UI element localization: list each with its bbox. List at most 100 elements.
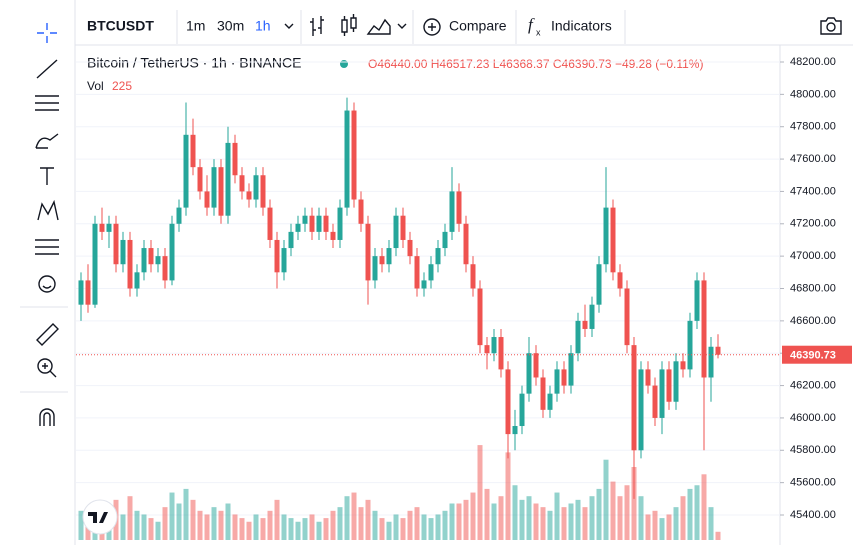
indicators-icon[interactable]: f xyxy=(528,15,535,34)
volume-bar xyxy=(645,514,651,540)
zoom-tool[interactable] xyxy=(37,358,53,374)
y-tick-label: 47800.00 xyxy=(790,121,836,133)
snapshot-icon[interactable] xyxy=(826,22,836,32)
volume-bar xyxy=(659,518,665,540)
candle-body xyxy=(701,280,707,378)
volume-bar xyxy=(358,507,364,540)
magnet-tool[interactable] xyxy=(39,408,55,426)
indicators-button[interactable]: Indicators xyxy=(551,18,612,34)
candle-body xyxy=(295,223,301,232)
ruler-tool[interactable] xyxy=(36,323,59,346)
volume-bar xyxy=(337,507,343,540)
volume-bar xyxy=(554,492,560,540)
candle-body xyxy=(379,256,385,265)
candle-body xyxy=(78,280,84,305)
compare-icon[interactable] xyxy=(428,23,436,31)
compare-button[interactable]: Compare xyxy=(449,18,507,34)
volume-bar xyxy=(652,510,658,540)
interval[interactable]: 1m xyxy=(186,18,205,34)
emoji-tool[interactable] xyxy=(42,285,52,289)
volume-bar xyxy=(365,499,371,540)
volume-bar xyxy=(435,514,441,540)
volume-bar xyxy=(666,514,672,540)
y-tick-label: 47200.00 xyxy=(790,218,836,230)
indicators-icon[interactable]: x xyxy=(536,27,541,37)
volume-title: Vol xyxy=(87,79,104,93)
candle-body xyxy=(218,167,224,216)
snapshot-icon[interactable] xyxy=(820,17,842,35)
candle-body xyxy=(372,256,378,281)
volume-bar xyxy=(673,507,679,540)
interval[interactable]: 30m xyxy=(217,18,244,34)
candle-body xyxy=(484,345,490,354)
candle-body xyxy=(631,345,637,451)
volume-value: 225 xyxy=(112,79,132,93)
candles-icon[interactable] xyxy=(341,14,357,36)
area-icon[interactable] xyxy=(366,18,391,35)
y-tick-label: 45600.00 xyxy=(790,477,836,489)
volume-bar xyxy=(631,467,637,540)
brush-tool[interactable] xyxy=(35,133,59,149)
crosshair-tool[interactable] xyxy=(37,23,57,43)
volume-bar xyxy=(638,496,644,540)
volume-bar xyxy=(428,518,434,540)
candle-body xyxy=(183,134,189,208)
symbol[interactable]: BTCUSDT xyxy=(87,18,154,34)
y-tick-label: 47600.00 xyxy=(790,153,836,165)
pattern-tool[interactable] xyxy=(37,199,59,221)
compare-icon[interactable] xyxy=(423,18,441,36)
volume-bar xyxy=(197,510,203,540)
candle-body xyxy=(610,207,616,273)
plot xyxy=(76,61,780,540)
volume-bar xyxy=(540,507,546,540)
candle-body xyxy=(239,175,245,192)
interval-active[interactable]: 1h xyxy=(255,18,271,34)
volume-bar xyxy=(421,514,427,540)
candle-body xyxy=(561,369,567,386)
volume-bar xyxy=(141,514,147,540)
volume-bar xyxy=(547,510,553,540)
volume-bar xyxy=(372,510,378,540)
volume-bar xyxy=(309,514,315,540)
candle-body xyxy=(127,239,133,289)
y-tick-label: 45800.00 xyxy=(790,444,836,456)
chart-title: Bitcoin / TetherUS · 1h · BINANCE xyxy=(87,55,301,71)
fib-tool[interactable] xyxy=(35,95,59,111)
trendline-tool[interactable] xyxy=(36,59,58,79)
volume-bar xyxy=(134,510,140,540)
candle-body xyxy=(148,248,154,265)
candle-body xyxy=(680,361,686,370)
candle-body xyxy=(316,215,322,232)
candle-body xyxy=(351,110,357,200)
dropdown-icon[interactable] xyxy=(397,23,407,29)
candle-body xyxy=(393,215,399,249)
volume-bar xyxy=(694,485,700,540)
candle-body xyxy=(624,288,630,346)
volume-bar xyxy=(477,445,483,540)
ohlc-value: O46440.00 xyxy=(368,57,428,71)
text-tool[interactable] xyxy=(40,167,54,185)
volume-bar xyxy=(316,521,322,540)
volume-bar xyxy=(148,518,154,540)
candle-body xyxy=(120,239,126,265)
candle-body xyxy=(456,191,462,224)
volume-bar xyxy=(232,514,238,540)
volume-bar xyxy=(624,485,630,540)
bars-icon[interactable] xyxy=(310,16,324,36)
candle-body xyxy=(582,320,588,329)
volume-bar xyxy=(449,503,455,540)
volume-bar xyxy=(589,496,595,540)
volume-bar xyxy=(568,503,574,540)
zoom-tool[interactable] xyxy=(42,363,57,378)
dropdown-icon[interactable] xyxy=(284,23,294,29)
volume-bar xyxy=(127,496,133,540)
volume-bar xyxy=(169,492,175,540)
volume-bar xyxy=(442,510,448,540)
candle-body xyxy=(659,369,665,418)
change-value: −49.28 (−0.11%) xyxy=(615,57,704,71)
emoji-tool[interactable] xyxy=(38,275,56,293)
prediction-tool[interactable] xyxy=(35,239,59,255)
volume-bar xyxy=(344,496,350,540)
candle-body xyxy=(449,191,455,232)
